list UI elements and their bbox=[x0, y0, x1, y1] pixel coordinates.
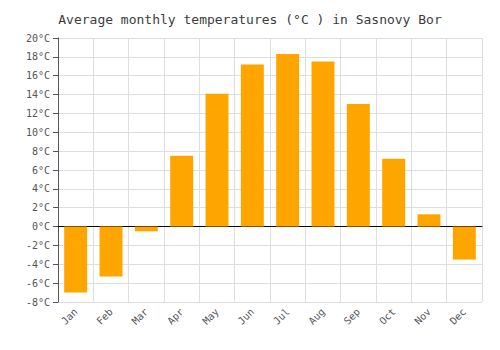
svg-text:-8°C: -8°C bbox=[26, 297, 50, 308]
svg-text:Average monthly temperatures (: Average monthly temperatures (°C ) in Sa… bbox=[58, 12, 442, 27]
svg-text:2°C: 2°C bbox=[32, 202, 50, 213]
svg-text:-2°C: -2°C bbox=[26, 240, 50, 251]
svg-text:Jun: Jun bbox=[236, 306, 257, 327]
svg-text:8°C: 8°C bbox=[32, 146, 50, 157]
svg-text:Sep: Sep bbox=[342, 306, 363, 327]
svg-text:Aug: Aug bbox=[306, 306, 327, 327]
svg-text:Dec: Dec bbox=[448, 306, 469, 327]
svg-text:10°C: 10°C bbox=[26, 127, 50, 138]
svg-text:Oct: Oct bbox=[377, 306, 398, 327]
svg-text:0°C: 0°C bbox=[32, 221, 50, 232]
svg-text:-4°C: -4°C bbox=[26, 259, 50, 270]
svg-text:Mar: Mar bbox=[130, 306, 151, 327]
svg-text:6°C: 6°C bbox=[32, 165, 50, 176]
svg-text:Jul: Jul bbox=[271, 306, 292, 327]
svg-text:18°C: 18°C bbox=[26, 51, 50, 62]
svg-text:Jan: Jan bbox=[59, 306, 80, 327]
svg-text:Apr: Apr bbox=[165, 306, 186, 327]
svg-text:20°C: 20°C bbox=[26, 33, 50, 44]
svg-text:May: May bbox=[200, 306, 221, 327]
svg-text:-6°C: -6°C bbox=[26, 278, 50, 289]
svg-text:Nov: Nov bbox=[412, 306, 433, 327]
svg-text:16°C: 16°C bbox=[26, 70, 50, 81]
svg-text:Feb: Feb bbox=[94, 306, 115, 327]
svg-text:4°C: 4°C bbox=[32, 183, 50, 194]
svg-text:12°C: 12°C bbox=[26, 108, 50, 119]
svg-text:14°C: 14°C bbox=[26, 89, 50, 100]
